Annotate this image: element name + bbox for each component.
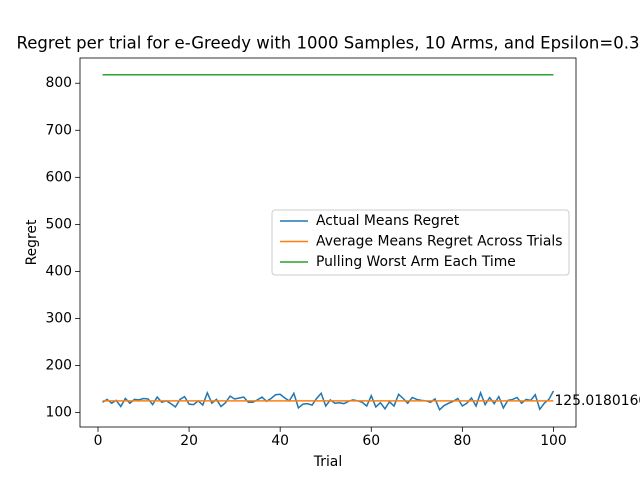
x-tick-label: 80 bbox=[454, 433, 472, 449]
y-tick-label: 200 bbox=[45, 358, 72, 374]
legend-box bbox=[271, 209, 570, 276]
x-tick-label: 20 bbox=[180, 433, 198, 449]
x-axis-label: Trial bbox=[313, 454, 342, 470]
y-tick-label: 300 bbox=[45, 310, 72, 326]
y-tick-label: 500 bbox=[45, 216, 72, 232]
series-line bbox=[102, 390, 555, 412]
y-tick-label: 100 bbox=[45, 405, 72, 421]
legend-label: Pulling Worst Arm Each Time bbox=[316, 254, 516, 270]
x-tick-label: 0 bbox=[94, 433, 103, 449]
legend-label: Average Means Regret Across Trials bbox=[316, 234, 562, 250]
x-tick-label: 40 bbox=[271, 433, 289, 449]
y-tick-label: 400 bbox=[45, 263, 72, 279]
y-tick-label: 700 bbox=[45, 122, 72, 138]
legend-label: Actual Means Regret bbox=[316, 213, 460, 229]
axes-frame bbox=[79, 57, 577, 428]
x-tick-label: 60 bbox=[362, 433, 380, 449]
annotation: 125.0180160 bbox=[554, 393, 640, 409]
x-tick-label: 100 bbox=[540, 433, 567, 449]
y-axis-label: Regret bbox=[24, 219, 40, 265]
y-tick-label: 800 bbox=[45, 75, 72, 91]
chart-title: Regret per trial for e-Greedy with 1000 … bbox=[17, 34, 640, 53]
y-tick-label: 600 bbox=[45, 169, 72, 185]
